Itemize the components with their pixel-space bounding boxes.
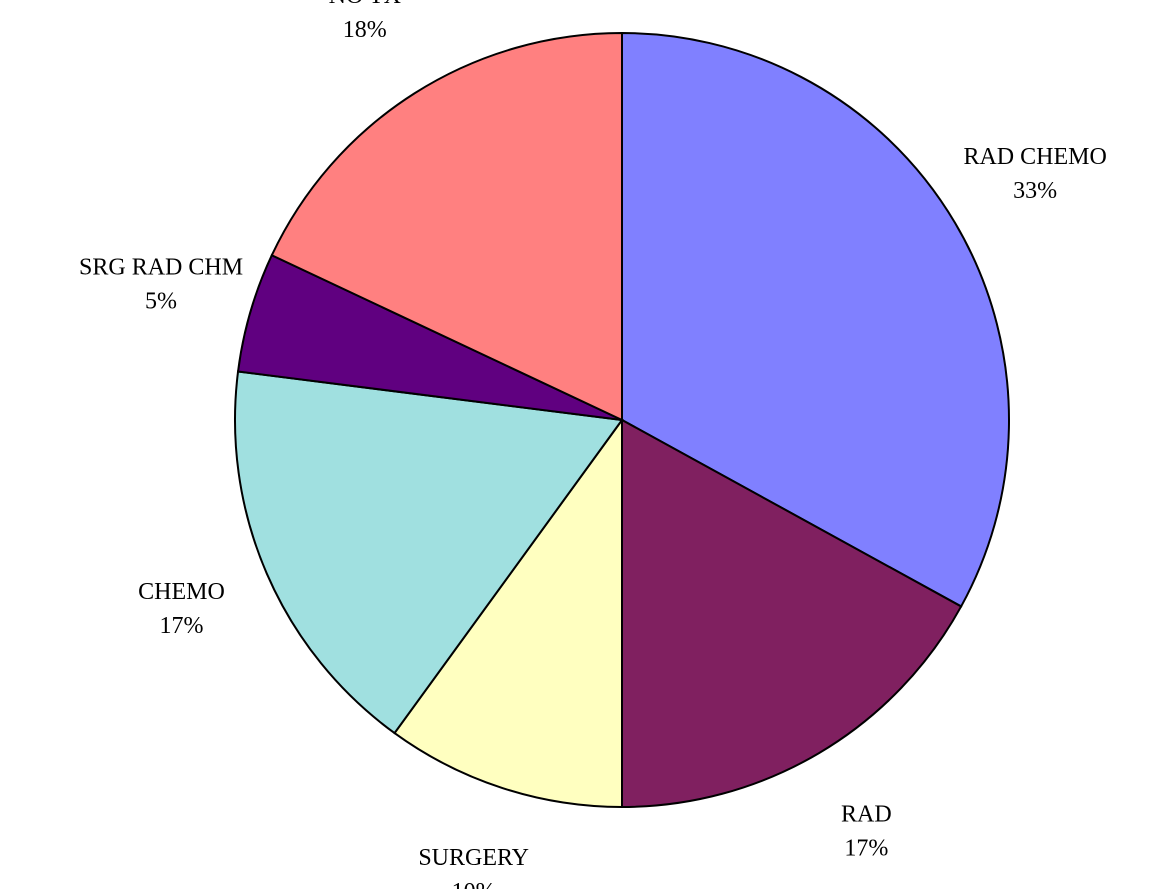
- slice-label: RAD CHEMO: [963, 144, 1106, 170]
- slice-value-label: 33%: [1013, 178, 1057, 204]
- slice-value-label: 10%: [452, 879, 496, 889]
- slice-value-label: 18%: [343, 17, 387, 43]
- pie-slice: [621, 418, 963, 809]
- slice-value-label: 17%: [844, 836, 888, 862]
- slice-label: SRG RAD CHM: [79, 255, 243, 281]
- slice-value-label: 17%: [159, 613, 203, 639]
- pie-slice: [234, 370, 624, 735]
- pie-slice: [393, 416, 623, 809]
- pie-slice: [270, 31, 623, 422]
- slice-label: RAD: [841, 802, 892, 828]
- pie-slice: [621, 31, 1010, 608]
- slice-label: CHEMO: [138, 579, 225, 605]
- slice-label: SURGERY: [418, 845, 529, 871]
- slice-label: NO TX: [329, 0, 401, 9]
- slice-value-label: 5%: [145, 289, 177, 315]
